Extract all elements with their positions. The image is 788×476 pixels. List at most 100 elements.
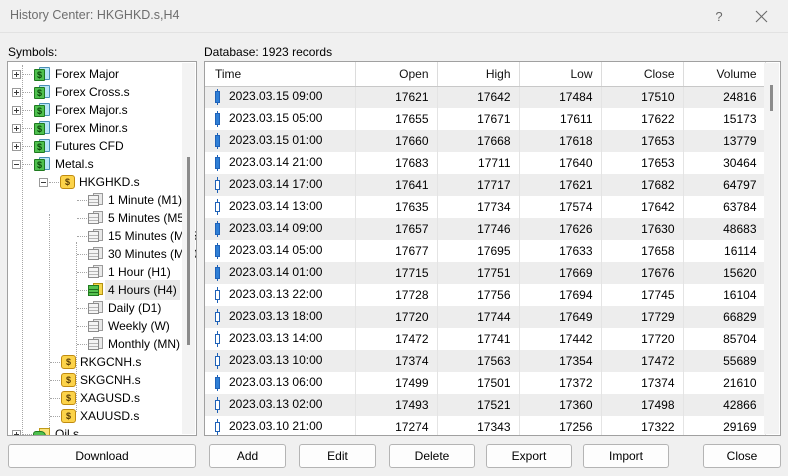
table-row[interactable]: 2023.03.14 05:00 17677 17695 17633 17658 1611… — [205, 240, 766, 262]
table-row[interactable]: 2023.03.13 22:00 17728 17756 17694 17745 1610… — [205, 284, 766, 306]
tree-item[interactable]: SKGCNH.s — [8, 371, 196, 389]
download-button[interactable]: Download — [8, 444, 196, 468]
tree-scrollbar[interactable] — [182, 63, 195, 434]
table-row[interactable]: 2023.03.15 09:00 17621 17642 17484 17510 2481… — [205, 86, 766, 108]
cell-time-text: 2023.03.14 13:00 — [229, 199, 323, 214]
cell-volume: 15173 — [683, 108, 766, 130]
column-header-high[interactable]: High — [437, 62, 520, 87]
folder-icon — [33, 102, 51, 118]
cell-low: 17484 — [519, 86, 602, 108]
tree-item[interactable]: Forex Major.s — [8, 101, 196, 119]
table-row[interactable]: 2023.03.15 05:00 17655 17671 17611 17622 1517… — [205, 108, 766, 130]
cell-open: 17655 — [355, 108, 438, 130]
oil-icon — [33, 427, 51, 435]
column-header-volume[interactable]: Volume — [683, 62, 766, 87]
tree-item[interactable]: 30 Minutes (M30) — [8, 245, 196, 263]
column-header-open[interactable]: Open — [355, 62, 438, 87]
tree-item[interactable]: Forex Major — [8, 65, 196, 83]
db-icon — [88, 301, 104, 315]
table-row[interactable]: 2023.03.13 06:00 17499 17501 17372 17374 2161… — [205, 372, 766, 394]
table-row[interactable]: 2023.03.14 21:00 17683 17711 17640 17653 3046… — [205, 152, 766, 174]
tree-item[interactable]: 5 Minutes (M5) — [8, 209, 196, 227]
cell-time: 2023.03.13 22:00 — [205, 284, 356, 306]
table-row[interactable]: 2023.03.13 14:00 17472 17741 17442 17720 8570… — [205, 328, 766, 350]
export-button[interactable]: Export — [486, 444, 572, 468]
tree-item[interactable]: Forex Cross.s — [8, 83, 196, 101]
expand-plus-icon[interactable] — [12, 69, 21, 79]
table-row[interactable]: 2023.03.14 09:00 17657 17746 17626 17630 4868… — [205, 218, 766, 240]
tree-item-label: HKGHKD.s — [79, 175, 140, 189]
tree-item[interactable]: HKGHKD.s — [8, 173, 196, 191]
tree-item[interactable]: 1 Minute (M1) — [8, 191, 196, 209]
help-icon[interactable]: ? — [696, 0, 742, 32]
cell-close: 17622 — [601, 108, 684, 130]
table-row[interactable]: 2023.03.10 21:00 17274 17343 17256 17322 2916… — [205, 416, 766, 435]
expand-plus-icon[interactable] — [12, 105, 21, 115]
tree-indent-spacer — [66, 304, 77, 313]
tree-item[interactable]: Metal.s — [8, 155, 196, 173]
tree-scrollbar-thumb[interactable] — [187, 157, 190, 345]
cell-volume: 64797 — [683, 174, 766, 196]
tree-item[interactable]: RKGCNH.s — [8, 353, 196, 371]
edit-button[interactable]: Edit — [299, 444, 376, 468]
expand-plus-icon[interactable] — [12, 123, 21, 133]
history-table-panel[interactable]: Time Open High Low Close Volume 2023.03.… — [204, 61, 781, 436]
delete-button[interactable]: Delete — [389, 444, 475, 468]
table-row[interactable]: 2023.03.13 18:00 17720 17744 17649 17729 6682… — [205, 306, 766, 328]
tree-item[interactable]: XAGUSD.s — [8, 389, 196, 407]
tree-item[interactable]: XAUUSD.s — [8, 407, 196, 425]
cell-low: 17574 — [519, 196, 602, 218]
tree-item[interactable]: Daily (D1) — [8, 299, 196, 317]
tree-item[interactable]: 4 Hours (H4) — [8, 280, 196, 300]
symbols-tree[interactable]: Forex Major Forex Cross.s Forex Major.s For… — [8, 62, 196, 435]
tree-item[interactable]: Forex Minor.s — [8, 119, 196, 137]
table-row[interactable]: 2023.03.14 17:00 17641 17717 17621 17682 6479… — [205, 174, 766, 196]
cell-low: 17633 — [519, 240, 602, 262]
db-icon — [88, 247, 104, 261]
column-header-low[interactable]: Low — [519, 62, 602, 87]
cell-time: 2023.03.13 14:00 — [205, 328, 356, 350]
table-scrollbar[interactable] — [764, 63, 779, 434]
tree-connector-line — [22, 127, 32, 129]
cell-time-text: 2023.03.14 17:00 — [229, 177, 323, 192]
table-row[interactable]: 2023.03.14 01:00 17715 17751 17669 17676 1562… — [205, 262, 766, 284]
table-row[interactable]: 2023.03.13 10:00 17374 17563 17354 17472 5568… — [205, 350, 766, 372]
close-icon[interactable] — [738, 0, 784, 32]
tree-connector-line — [77, 271, 87, 273]
add-button[interactable]: Add — [209, 444, 286, 468]
collapse-minus-icon[interactable] — [39, 177, 48, 187]
tree-item[interactable]: Oil.s — [8, 425, 196, 435]
tree-item[interactable]: 15 Minutes (M15) — [8, 227, 196, 245]
close-x-glyph — [755, 10, 767, 22]
table-scrollbar-thumb[interactable] — [770, 85, 773, 111]
import-button[interactable]: Import — [583, 444, 669, 468]
collapse-minus-icon[interactable] — [12, 159, 21, 169]
expand-plus-icon[interactable] — [12, 87, 21, 97]
cell-time: 2023.03.14 13:00 — [205, 196, 356, 218]
expand-plus-icon[interactable] — [12, 141, 21, 151]
tree-connector-line — [22, 109, 32, 111]
table-row[interactable]: 2023.03.13 02:00 17493 17521 17360 17498 4286… — [205, 394, 766, 416]
cell-time-text: 2023.03.15 09:00 — [229, 89, 323, 104]
table-row[interactable]: 2023.03.15 01:00 17660 17668 17618 17653 1377… — [205, 130, 766, 152]
tree-item[interactable]: Weekly (W) — [8, 317, 196, 335]
database-label: Database: 1923 records — [204, 45, 333, 59]
cell-time: 2023.03.14 09:00 — [205, 218, 356, 240]
cell-high: 17668 — [437, 130, 520, 152]
expand-plus-icon[interactable] — [12, 429, 21, 435]
column-header-time[interactable]: Time — [205, 62, 356, 87]
tree-indent-spacer — [66, 196, 77, 205]
db-icon — [88, 265, 104, 279]
symbols-tree-panel[interactable]: Forex Major Forex Cross.s Forex Major.s For… — [7, 61, 197, 436]
table-row[interactable]: 2023.03.14 13:00 17635 17734 17574 17642 6378… — [205, 196, 766, 218]
candlestick-icon — [213, 199, 222, 215]
tree-connector-line — [22, 163, 32, 165]
tree-item[interactable]: Monthly (MN) — [8, 335, 196, 353]
close-button[interactable]: Close — [703, 444, 781, 468]
cell-high: 17642 — [437, 86, 520, 108]
tree-item[interactable]: 1 Hour (H1) — [8, 263, 196, 281]
tree-item-label: Futures CFD — [55, 139, 124, 153]
column-header-close[interactable]: Close — [601, 62, 684, 87]
tree-item[interactable]: Futures CFD — [8, 137, 196, 155]
tree-connector-line — [50, 379, 60, 381]
